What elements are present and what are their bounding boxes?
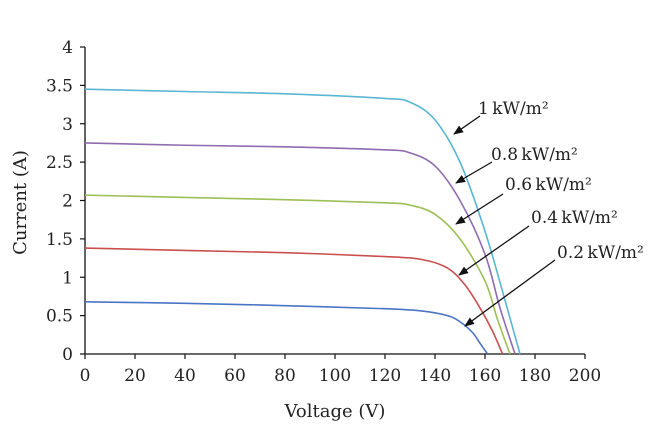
x-tick-label: 120	[369, 366, 401, 386]
series-line	[84, 301, 489, 355]
annotation-label: 1 kW/m²	[478, 99, 549, 119]
annotation-arrow	[464, 259, 556, 327]
annotation-arrow	[455, 193, 504, 225]
x-tick-label: 200	[569, 366, 601, 386]
y-tick-label: 4	[62, 38, 73, 58]
annotation-label: 0.6 kW/m²	[505, 175, 592, 195]
y-tick-label: 3.5	[46, 76, 73, 96]
x-tick-label: 140	[419, 366, 451, 386]
series-line	[84, 142, 516, 355]
y-axis-title: Current (A)	[10, 150, 31, 255]
y-tick-label: 2.5	[46, 153, 73, 173]
annotation-label: 0.2 kW/m²	[557, 243, 644, 263]
x-tick-label: 0	[80, 366, 91, 386]
series-line	[84, 247, 504, 355]
curves	[84, 88, 521, 355]
x-tick-label: 20	[124, 366, 146, 386]
x-tick-label: 160	[469, 366, 501, 386]
y-tick-label: 2	[62, 192, 73, 212]
y-tick-label: 0.5	[46, 307, 73, 327]
annotation-arrow	[453, 115, 481, 135]
annotation-label: 0.8 kW/m²	[491, 145, 578, 165]
x-axis-title: Voltage (V)	[284, 401, 386, 422]
axes: 0 20 40 60 80 100 120 140 160 180 200 0 0.5 1 1.5 2 2.5 3…	[46, 38, 601, 386]
x-tick-label: 60	[224, 366, 246, 386]
y-tick-label: 0	[62, 345, 73, 365]
x-tick-label: 40	[174, 366, 196, 386]
x-tick-label: 100	[319, 366, 351, 386]
y-tick-label: 1.5	[46, 230, 73, 250]
y-tick-label: 3	[62, 115, 73, 135]
annotation-arrow	[455, 161, 493, 184]
series-line	[84, 88, 521, 355]
annotations: 1 kW/m² 0.8 kW/m² 0.6 kW/m² 0.4 kW/m² 0.2 kW…	[453, 99, 644, 327]
x-tick-label: 80	[274, 366, 296, 386]
y-tick-label: 1	[62, 268, 73, 288]
annotation-label: 0.4 kW/m²	[531, 208, 618, 228]
annotation-arrow	[458, 225, 530, 276]
x-tick-label: 180	[519, 366, 551, 386]
series-line	[84, 194, 511, 355]
